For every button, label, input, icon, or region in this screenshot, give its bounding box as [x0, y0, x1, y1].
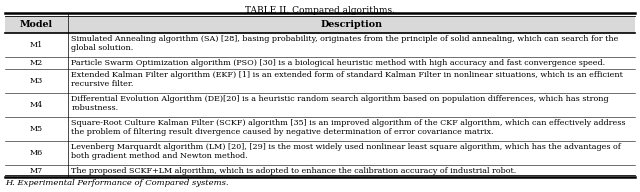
Text: Particle Swarm Optimization algorithm (PSO) [30] is a biological heuristic metho: Particle Swarm Optimization algorithm (P… [71, 59, 605, 67]
Text: TABLE II. Compared algorithms.: TABLE II. Compared algorithms. [245, 6, 395, 15]
Text: Differential Evolution Algorithm (DE)[20] is a heuristic random search algorithm: Differential Evolution Algorithm (DE)[20… [71, 94, 609, 112]
Text: M5: M5 [30, 125, 43, 133]
Text: The proposed SCKF+LM algorithm, which is adopted to enhance the calibration accu: The proposed SCKF+LM algorithm, which is… [71, 166, 516, 175]
Text: Levenberg Marquardt algorithm (LM) [20], [29] is the most widely used nonlinear : Levenberg Marquardt algorithm (LM) [20],… [71, 142, 621, 160]
Text: Extended Kalman Filter algorithm (EKF) [1] is an extended form of standard Kalma: Extended Kalman Filter algorithm (EKF) [… [71, 70, 623, 88]
Text: M2: M2 [30, 59, 44, 67]
Text: Simulated Annealing algorithm (SA) [28], basing probability, originates from the: Simulated Annealing algorithm (SA) [28],… [71, 35, 619, 52]
Text: M6: M6 [30, 149, 44, 157]
Text: M3: M3 [30, 77, 44, 85]
Text: Model: Model [20, 20, 53, 29]
Text: Description: Description [321, 20, 383, 29]
Text: M4: M4 [30, 101, 44, 109]
Text: Square-Root Culture Kalman Filter (SCKF) algorithm [35] is an improved algorithm: Square-Root Culture Kalman Filter (SCKF)… [71, 118, 626, 136]
Bar [5, 16, 635, 33]
Text: M7: M7 [30, 167, 43, 175]
Text: H. Experimental Performance of Compared systems.: H. Experimental Performance of Compared … [5, 179, 228, 187]
Text: M1: M1 [30, 41, 44, 49]
